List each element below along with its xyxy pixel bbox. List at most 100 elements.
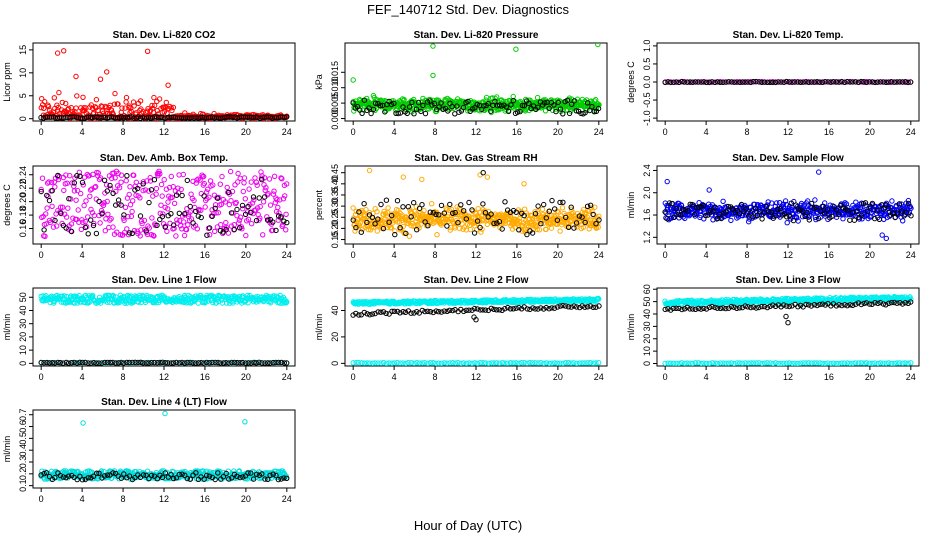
y-tick-label: 40 (330, 305, 340, 315)
data-point (121, 360, 127, 366)
data-point (460, 360, 467, 366)
data-point (902, 300, 908, 306)
y-tick-label: 0.0 (642, 76, 652, 89)
data-point (164, 228, 170, 235)
data-point (900, 218, 906, 224)
data-point (352, 228, 358, 234)
data-point (391, 360, 398, 366)
data-point (438, 309, 445, 315)
data-point (736, 305, 743, 311)
data-point (769, 200, 775, 206)
data-point (434, 232, 440, 238)
data-point (275, 204, 281, 211)
data-point (129, 230, 136, 237)
data-point (80, 182, 87, 188)
data-point (851, 217, 858, 223)
data-point (391, 308, 398, 314)
data-point (430, 72, 436, 79)
data-point (908, 299, 914, 305)
data-point (750, 360, 757, 366)
data-point (173, 192, 180, 198)
data-point (584, 203, 591, 210)
data-point (781, 302, 787, 308)
data-point (596, 102, 602, 108)
data-point (493, 307, 500, 313)
data-point (541, 360, 547, 366)
x-tick-label: 24 (594, 250, 604, 260)
data-point (517, 108, 523, 115)
data-point (574, 360, 580, 366)
data-point (368, 110, 374, 117)
data-point (678, 212, 684, 218)
data-point (761, 360, 768, 366)
data-point (253, 360, 259, 366)
data-point (96, 198, 102, 205)
x-tick-label: 20 (553, 250, 563, 260)
data-point (118, 202, 124, 208)
data-point (152, 222, 159, 229)
data-point (361, 97, 368, 103)
data-point (138, 359, 144, 365)
y-tick-label: 0 (18, 116, 28, 121)
data-point (397, 225, 403, 231)
data-point (105, 211, 111, 218)
y-tick-label: 0.5 (642, 58, 652, 71)
data-point (811, 79, 818, 85)
data-point (805, 214, 812, 220)
data-point (685, 208, 691, 214)
data-point (480, 360, 486, 366)
data-point (203, 189, 210, 195)
data-point (397, 310, 403, 316)
data-point (767, 360, 773, 366)
data-point (127, 184, 133, 190)
data-point (800, 360, 806, 366)
data-point (562, 303, 569, 309)
data-point (245, 216, 252, 223)
data-point (364, 311, 370, 317)
y-tick-label: 1.0 (642, 40, 652, 53)
data-point (350, 217, 356, 223)
data-point (49, 203, 55, 210)
data-point (728, 217, 734, 224)
data-point (496, 360, 503, 366)
data-point (808, 200, 815, 207)
data-point (241, 175, 248, 181)
y-tick-label: 2.0 (642, 186, 652, 199)
data-point (438, 222, 444, 228)
data-point (176, 210, 183, 217)
data-point (748, 360, 754, 366)
data-point (461, 208, 467, 214)
data-point (742, 79, 748, 85)
y-tick-label: 30 (18, 319, 28, 329)
data-point (543, 304, 549, 311)
data-point (97, 175, 104, 181)
data-point (116, 299, 122, 306)
data-point (224, 114, 230, 120)
data-point (137, 233, 143, 239)
data-point (689, 201, 695, 208)
data-point (65, 205, 71, 211)
data-point (455, 220, 461, 226)
data-point (847, 79, 853, 85)
data-point (836, 79, 842, 85)
data-point (271, 173, 278, 180)
data-point (586, 208, 592, 215)
data-point (900, 360, 906, 366)
data-point (138, 227, 144, 233)
data-point (456, 225, 463, 232)
data-point (844, 79, 850, 85)
data-point (764, 79, 771, 86)
data-point (772, 79, 779, 86)
y-axis-label: degrees C (2, 184, 12, 226)
data-point (725, 360, 732, 366)
data-point (789, 303, 795, 309)
data-point (113, 360, 119, 366)
data-point (720, 79, 726, 86)
data-point (65, 105, 72, 112)
data-point (44, 205, 50, 211)
x-tick-label: 16 (512, 250, 522, 260)
plot-points (662, 169, 914, 242)
data-point (679, 306, 685, 313)
data-point (367, 360, 373, 366)
data-point (50, 224, 57, 230)
